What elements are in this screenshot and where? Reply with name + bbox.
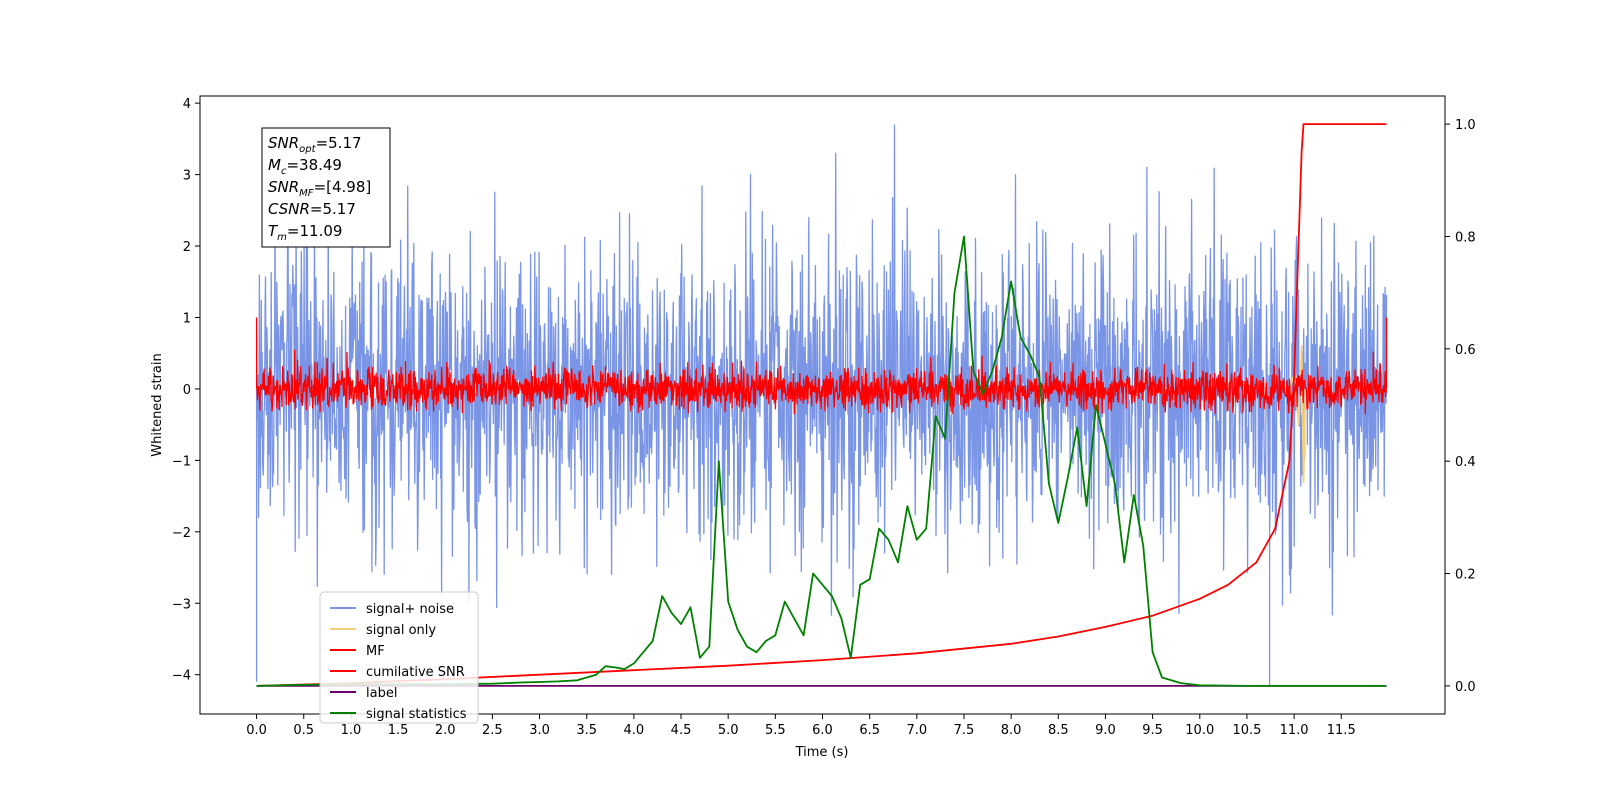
annotation-box: SNRopt=5.17Mc=38.49SNRMF=[4.98]CSNR=5.17… [261, 127, 391, 248]
annotation-line: Tm=11.09 [268, 222, 342, 243]
y2-tick-label: 0.8 [1455, 230, 1476, 245]
legend-entry: signal statistics [366, 707, 467, 722]
y-tick-label: −3 [172, 597, 191, 612]
annotation-value: =11.09 [287, 222, 343, 240]
x-tick-label: 1.5 [388, 723, 409, 738]
y-tick-label: −2 [172, 526, 191, 541]
annotation-line: SNRMF=[4.98] [268, 178, 371, 199]
annotation-subscript: m [277, 232, 287, 243]
annotation-subscript: opt [299, 144, 316, 155]
x-axis-label: Time (s) [795, 745, 849, 760]
x-tick-label: 11.0 [1280, 723, 1309, 738]
y2-tick-label: 1.0 [1455, 118, 1476, 133]
y-tick-label: 1 [183, 311, 191, 326]
annotation-symbol: M [268, 156, 281, 174]
y-axis-label: Whitened strain [150, 353, 165, 456]
series-line-mf [255, 317, 1388, 415]
y2-tick-label: 0.2 [1455, 568, 1476, 583]
y2-tick-label: 0.4 [1455, 455, 1476, 470]
x-axis: 0.0 0.5 1.0 1.5 2.0 2.5 3.0 3.5 4.0 4.5 5.0 5.5 6.0 6… [246, 714, 1356, 738]
legend-entry: cumilative SNR [366, 665, 465, 680]
annotation-symbol: CSNR [268, 200, 310, 218]
annotation-value: =5.17 [310, 200, 356, 218]
legend-entry: signal+ noise [366, 602, 454, 617]
x-tick-label: 11.5 [1327, 723, 1356, 738]
annotation-line: CSNR=5.17 [268, 200, 356, 218]
annotation-symbol: T [268, 222, 279, 240]
annotation-symbol: SNR [268, 134, 299, 152]
series-line-cumilative-snr [256, 123, 1387, 687]
annotation-symbol: SNR [268, 178, 299, 196]
legend: signal+ noise signal only MF cumilative SNR… [319, 591, 479, 724]
x-tick-label: 6.5 [859, 723, 880, 738]
x-tick-label: 6.0 [812, 723, 833, 738]
y2-tick-label: 0.0 [1455, 680, 1476, 695]
x-tick-label: 0.0 [246, 723, 267, 738]
annotation-subscript: MF [299, 188, 314, 199]
y-tick-label: 0 [183, 383, 191, 398]
y-tick-label: 4 [183, 97, 191, 112]
x-tick-label: 3.0 [529, 723, 550, 738]
legend-entry: signal only [366, 623, 436, 638]
x-tick-label: 8.0 [1001, 723, 1022, 738]
x-tick-label: 5.0 [718, 723, 739, 738]
x-tick-label: 10.5 [1232, 723, 1261, 738]
y-tick-label: 2 [183, 240, 191, 255]
x-tick-label: 2.0 [435, 723, 456, 738]
legend-entry: MF [366, 644, 385, 659]
series-line-signal-statistics [256, 235, 1387, 687]
legend-entry: label [366, 686, 397, 701]
annotation-value: =38.49 [286, 156, 342, 174]
annotation-line: SNRopt=5.17 [268, 134, 362, 155]
x-tick-label: 3.5 [576, 723, 597, 738]
x-tick-label: 7.0 [906, 723, 927, 738]
x-tick-label: 1.0 [341, 723, 362, 738]
x-tick-label: 7.5 [954, 723, 975, 738]
y-axis-right: 1.0 0.8 0.6 0.4 0.2 0.0 [1445, 118, 1476, 695]
annotation-frame [261, 127, 391, 248]
x-tick-label: 4.5 [671, 723, 692, 738]
y-tick-label: 3 [183, 169, 191, 184]
y2-tick-label: 0.6 [1455, 343, 1476, 358]
x-tick-label: 10.0 [1185, 723, 1214, 738]
x-tick-label: 0.5 [293, 723, 314, 738]
x-tick-label: 5.5 [765, 723, 786, 738]
annotation-value: =[4.98] [314, 178, 372, 196]
y-axis-left: 4 3 2 1 0 −1 −2 −3 −4 [172, 97, 200, 684]
x-tick-label: 9.5 [1142, 723, 1163, 738]
x-tick-label: 2.5 [482, 723, 503, 738]
x-tick-label: 4.0 [624, 723, 645, 738]
annotation-value: =5.17 [316, 134, 362, 152]
annotation-line: Mc=38.49 [268, 156, 342, 177]
y-tick-label: −4 [172, 669, 191, 684]
y-tick-label: −1 [172, 454, 191, 469]
x-tick-label: 9.0 [1095, 723, 1116, 738]
annotation-subscript: c [281, 166, 287, 177]
x-tick-label: 8.5 [1048, 723, 1069, 738]
legend-frame [319, 591, 479, 724]
